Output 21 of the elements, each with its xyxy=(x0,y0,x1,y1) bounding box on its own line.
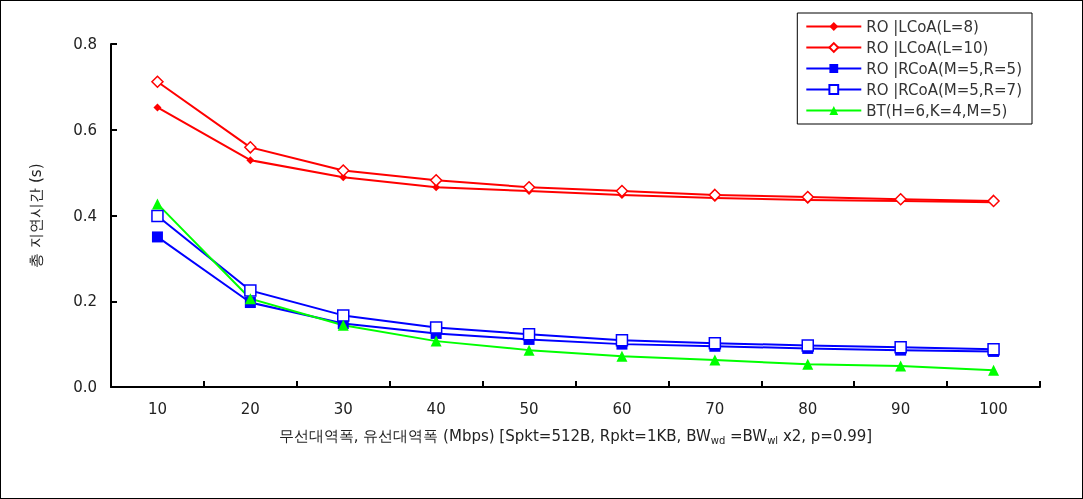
legend-label: RO |RCoA(M=5,R=5) xyxy=(866,59,1022,78)
y-tick-label: 0.4 xyxy=(73,206,97,225)
legend-label: RO |LCoA(L=8) xyxy=(866,17,979,36)
x-tick-label: 20 xyxy=(240,399,260,418)
x-tick-label: 60 xyxy=(612,399,632,418)
x-tick-label: 90 xyxy=(891,399,911,418)
y-axis-title: 총 지연시간 (s) xyxy=(26,163,45,268)
x-tick-label: 100 xyxy=(979,399,1008,418)
y-tick-label: 0.2 xyxy=(73,292,97,311)
y-tick-label: 0.6 xyxy=(73,120,97,139)
y-tick-label: 0.8 xyxy=(73,35,97,53)
x-tick-label: 30 xyxy=(333,399,353,418)
x-tick-label: 80 xyxy=(798,399,818,418)
x-tick-label: 50 xyxy=(519,399,539,418)
x-tick-label: 70 xyxy=(705,399,725,418)
y-tick-label: 0.0 xyxy=(73,378,97,396)
legend-label: RO |RCoA(M=5,R=7) xyxy=(866,80,1022,99)
legend-label: RO |LCoA(L=10) xyxy=(866,38,989,57)
x-tick-label: 10 xyxy=(147,399,167,418)
legend-label: BT(H=6,K=4,M=5) xyxy=(866,101,1008,120)
x-tick-label: 40 xyxy=(426,399,446,418)
